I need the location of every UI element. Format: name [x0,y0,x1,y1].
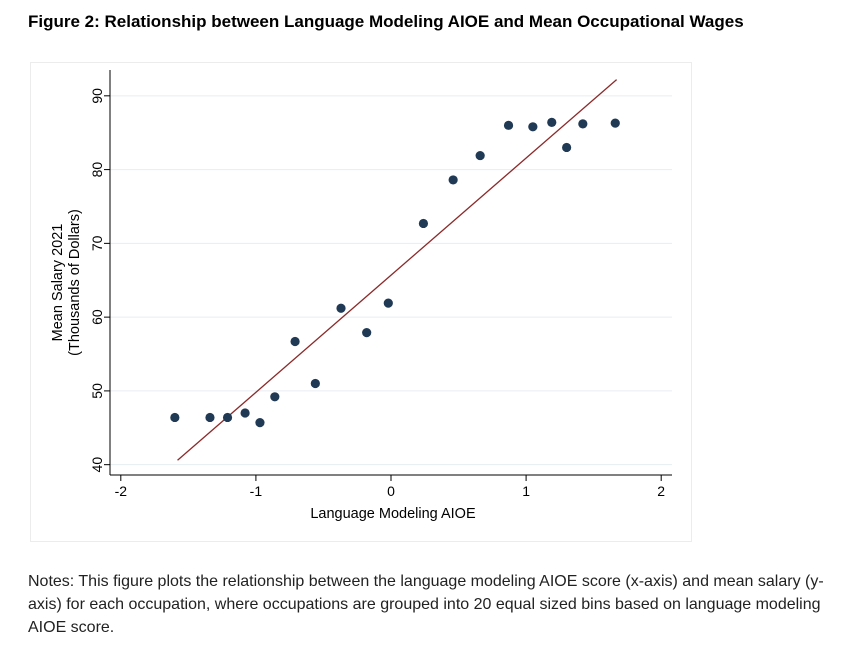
y-axis-title-line1: Mean Salary 2021 [50,224,66,342]
data-point [578,119,588,129]
data-point [383,298,393,308]
data-point [310,378,320,389]
data-point [362,328,372,338]
y-axis-title-line2: (Thousands of Dollars) [67,209,83,356]
data-point [547,117,557,127]
y-tick-label: 60 [89,309,105,325]
scatter-chart: 40 50 60 70 80 90 -2 -1 0 1 2 Language Modeling AI… [50,70,672,522]
data-point [290,336,300,347]
data-point [255,418,265,428]
data-point [475,150,485,161]
y-tick-label: 50 [89,383,105,399]
data-point [562,142,572,153]
data-point [270,392,280,402]
x-tick-label: -1 [250,483,263,499]
data-point [240,408,250,418]
y-tick-label: 80 [89,162,105,178]
y-tick-label: 40 [89,457,105,473]
x-axis-title: Language Modeling AIOE [310,506,476,522]
data-point [503,120,514,130]
data-point [610,118,620,128]
data-points [170,117,620,428]
x-tick-label: -2 [115,483,128,499]
fit-line-layer [177,79,618,461]
y-tick-label: 70 [89,235,105,251]
data-point [448,175,458,185]
data-point [170,412,180,423]
x-tick-label: 1 [522,483,530,499]
x-tick-label: 2 [657,483,665,499]
y-tick-label: 90 [89,88,105,104]
data-point [205,412,215,423]
data-point [222,412,233,423]
grid-lines [110,95,672,466]
data-point [528,122,538,132]
data-point [418,218,429,229]
fitted-line [177,79,618,461]
figure-title: Figure 2: Relationship between Language … [28,12,744,31]
data-point [336,303,346,313]
x-tick-label: 0 [387,483,395,499]
figure-notes: Notes: This figure plots the relationshi… [28,573,824,636]
axes: 40 50 60 70 80 90 -2 -1 0 1 2 [89,70,672,499]
